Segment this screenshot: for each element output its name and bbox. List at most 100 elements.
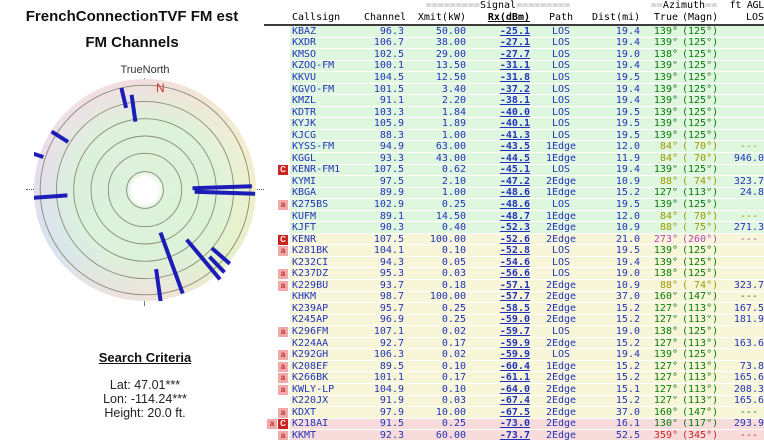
cell-magnetic-azimuth: (125°) [682, 349, 719, 361]
table-row[interactable]: KBAZ 96.3 50.00 -25.1 LOS 19.4 139° (125°) [264, 26, 764, 38]
cell-rx: -48.6 [499, 199, 530, 210]
table-row[interactable]: KYSS-FM 94.9 63.00 -43.5 1Edge 12.0 84° ( 70°) -… [264, 141, 764, 154]
cell-callsign: KJCG [292, 129, 317, 141]
cell-channel: 95.7 [379, 303, 404, 314]
cell-dist: 19.4 [615, 60, 640, 72]
table-row[interactable]: KZOQ-FM 100.1 13.50 -31.1 LOS 19.4 139° (125°) [264, 60, 764, 73]
row-badges [264, 141, 290, 153]
cell-dist: 19.5 [615, 106, 640, 118]
badge-a-icon: a [278, 384, 288, 395]
table-row[interactable]: a C K218AI 91.5 0.25 -73.0 2Edge 16.1 130° (117°)… [264, 418, 764, 431]
table-row[interactable]: KJCG 88.3 1.00 -41.3 LOS 19.5 139° (125°) [264, 129, 764, 142]
cell-callsign: KKMT [292, 430, 317, 440]
cell-path: 2Edge [545, 407, 577, 418]
row-badges [264, 118, 290, 130]
cell-channel: 97.5 [379, 176, 404, 187]
table-row[interactable]: KYJK 105.9 1.89 -40.1 LOS 19.5 139° (125°) [264, 118, 764, 130]
table-row[interactable]: K239AP 95.7 0.25 -58.5 2Edge 15.2 127° (113°) 16… [264, 303, 764, 315]
table-row[interactable]: a K275BS 102.9 0.25 -48.6 LOS 19.5 139° (125°) [264, 199, 764, 211]
cell-path: 2Edge [545, 430, 577, 440]
radar-rings-and-needles [34, 84, 256, 301]
table-row[interactable]: K245AP 96.9 0.25 -59.0 2Edge 15.2 127° (113°) 18… [264, 314, 764, 327]
table-row[interactable]: a K208EF 89.5 0.10 -60.4 1Edge 15.2 127° (113°) 7… [264, 360, 764, 373]
table-row[interactable]: KMSO 102.5 29.00 -27.7 LOS 19.0 138° (125°) [264, 49, 764, 61]
row-badges [264, 95, 290, 107]
cell-rx: -61.1 [499, 372, 530, 384]
table-row[interactable]: a K292GH 106.3 0.02 -59.9 LOS 19.4 139° (125°) [264, 349, 764, 361]
cell-callsign: KZOQ-FM [292, 60, 335, 72]
cell-channel: 103.3 [373, 106, 404, 118]
cell-channel: 92.3 [379, 430, 404, 440]
cell-dist: 52.5 [615, 430, 640, 440]
cell-channel: 105.9 [373, 118, 404, 130]
table-row[interactable]: a K266BK 101.1 0.17 -61.1 2Edge 15.2 127° (113°)… [264, 372, 764, 384]
table-row[interactable]: C KENR 107.5 100.00 -52.6 2Edge 21.0 273° (260°)… [264, 233, 764, 246]
table-row[interactable]: KYMI 97.5 2.10 -47.2 2Edge 10.9 88° ( 74°) 323.7 [264, 176, 764, 188]
cell-rx: -47.2 [499, 176, 530, 187]
table-row[interactable]: K232CI 94.3 0.05 -54.6 LOS 19.4 139° (125°) [264, 256, 764, 269]
table-row[interactable]: KGVO-FM 101.5 3.40 -37.2 LOS 19.4 139° (125°) [264, 83, 764, 96]
cell-xmit: 12.50 [435, 72, 466, 83]
table-row[interactable]: KJFT 90.3 0.40 -52.3 2Edge 10.9 88° ( 75°) 271.3 [264, 222, 764, 234]
cell-path: 1Edge [545, 141, 577, 153]
table-row[interactable]: a K281BK 104.1 0.10 -52.8 LOS 19.5 139° (125°) [264, 245, 764, 257]
row-badges [264, 303, 290, 315]
cell-path: LOS [551, 95, 571, 107]
cell-channel: 102.5 [373, 49, 404, 60]
table-row[interactable]: a KWLY-LP 104.9 0.10 -64.0 2Edge 15.1 127° (113°… [264, 383, 764, 396]
cell-path: LOS [551, 245, 571, 257]
table-row[interactable]: K224AA 92.7 0.17 -59.9 2Edge 15.2 127° (113°) 16… [264, 337, 764, 350]
badge-a-icon: a [278, 407, 288, 418]
table-row[interactable]: a K296FM 107.1 0.02 -59.7 LOS 19.0 138° (125°) [264, 326, 764, 338]
col-los: LOS [745, 12, 764, 23]
table-row[interactable]: KMZL 91.1 2.20 -38.1 LOS 19.4 139° (125°) [264, 95, 764, 107]
col-true-azimuth: True [653, 12, 678, 23]
cell-rx: -38.1 [499, 95, 530, 107]
cell-path: LOS [551, 164, 571, 176]
cell-path: 1Edge [545, 360, 577, 372]
cell-path: LOS [551, 72, 571, 83]
cell-rx: -27.1 [499, 37, 530, 49]
cell-magnetic-azimuth: ( 75°) [682, 222, 719, 234]
cell-channel: 89.5 [379, 360, 404, 372]
badge-a-icon: a [278, 361, 288, 372]
table-row[interactable]: KXDR 106.7 38.00 -27.1 LOS 19.4 139° (125°) [264, 37, 764, 50]
table-row[interactable]: KGGL 93.3 43.00 -44.5 1Edge 11.9 84° ( 70°) 946.… [264, 153, 764, 165]
search-criteria-heading: Search Criteria [98, 350, 192, 365]
cell-magnetic-azimuth: (260°) [682, 233, 719, 245]
cell-ft-agl: 293.9 [733, 418, 764, 430]
cell-channel: 91.5 [379, 418, 404, 430]
cell-dist: 10.9 [615, 280, 640, 291]
badge-a-icon: a [278, 430, 288, 440]
cell-xmit: 0.25 [441, 303, 466, 314]
table-row[interactable]: KBGA 89.9 1.00 -48.6 1Edge 15.2 127° (113°) 24.8 [264, 187, 764, 200]
table-row[interactable]: KKVU 104.5 12.50 -31.8 LOS 19.5 139° (125°) [264, 72, 764, 84]
table-row[interactable]: C KENR-FM1 107.5 0.62 -45.1 LOS 19.4 139° (125°) [264, 164, 764, 177]
table-row[interactable]: a KKMT 92.3 60.00 -73.7 2Edge 52.5 359° (345°) --… [264, 430, 764, 440]
cell-true-azimuth: 88° [659, 222, 678, 234]
cell-callsign: KHKM [292, 291, 317, 303]
table-row[interactable]: a K237DZ 95.3 0.03 -56.6 LOS 19.0 138° (125°) [264, 268, 764, 281]
table-row[interactable]: K220JX 91.9 0.03 -67.4 2Edge 15.2 127° (113°) 16… [264, 395, 764, 408]
cell-xmit: 100.00 [429, 233, 466, 245]
table-row[interactable]: a KDXT 97.9 10.00 -67.5 2Edge 37.0 160° (147°) --… [264, 407, 764, 419]
cell-channel: 89.9 [379, 187, 404, 199]
table-row[interactable]: KHKM 98.7 100.00 -57.7 2Edge 37.0 160° (147°) --… [264, 291, 764, 304]
cell-rx: -67.4 [499, 395, 530, 407]
cell-magnetic-azimuth: ( 70°) [682, 153, 719, 164]
cell-magnetic-azimuth: (117°) [682, 418, 719, 430]
row-badges [264, 176, 290, 188]
cell-callsign: K239AP [292, 303, 329, 314]
table-row[interactable]: a K229BU 93.7 0.18 -57.1 2Edge 10.9 88° ( 74°) 32… [264, 280, 764, 292]
table-row[interactable]: KDTR 103.3 1.84 -40.0 LOS 19.5 139° (125°) [264, 106, 764, 119]
cell-path: LOS [551, 106, 571, 118]
true-north-label: TrueNorth [120, 64, 170, 76]
cell-xmit: 1.00 [441, 129, 466, 141]
cell-channel: 92.7 [379, 337, 404, 349]
row-badges [264, 222, 290, 234]
cell-true-azimuth: 130° [653, 418, 678, 430]
table-row[interactable]: KUFM 89.1 14.50 -48.7 1Edge 12.0 84° ( 70°) --- [264, 210, 764, 223]
cell-callsign: K218AI [292, 418, 329, 430]
cell-magnetic-azimuth: (125°) [682, 72, 719, 83]
cell-callsign: KWLY-LP [292, 383, 335, 395]
